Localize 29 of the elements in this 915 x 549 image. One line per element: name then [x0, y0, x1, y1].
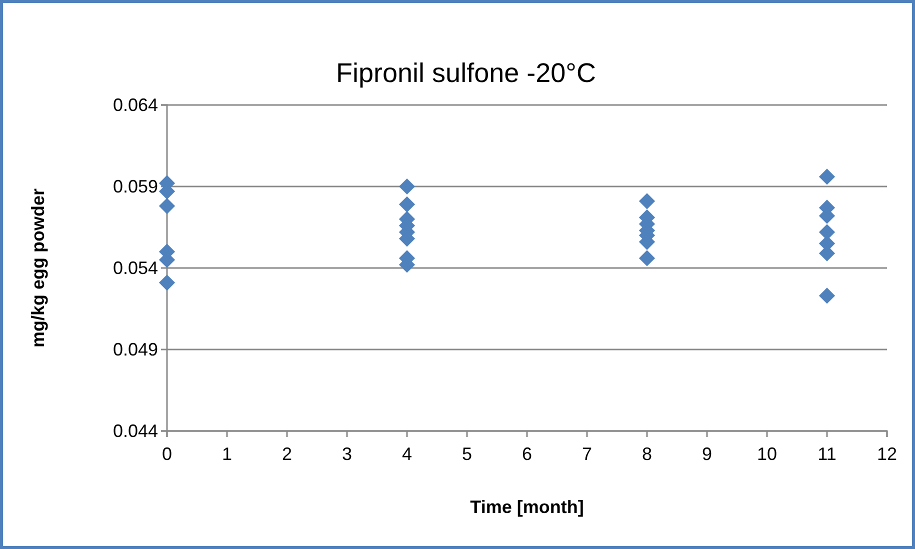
x-tick-label: 9: [702, 444, 712, 464]
x-tick-label: 8: [642, 444, 652, 464]
x-tick-label: 1: [222, 444, 232, 464]
x-tick-label: 10: [756, 444, 778, 464]
x-tick-label: 11: [818, 444, 836, 464]
x-tick-label: 6: [522, 444, 532, 464]
x-tick-label: 7: [582, 444, 592, 464]
point: [158, 274, 176, 291]
x-tick-label: 3: [342, 444, 352, 464]
x-tick-label: 2: [282, 444, 292, 464]
point: [158, 198, 176, 214]
y-tick-label: 0.064: [112, 94, 158, 115]
y-axis-title: mg/kg egg powder: [28, 188, 48, 348]
y-tick-label: 0.059: [112, 176, 158, 196]
y-tick-label: 0.044: [112, 420, 158, 441]
point: [398, 178, 416, 195]
x-axis-title: Time [month]: [470, 497, 584, 517]
x-tick-label: 5: [462, 444, 472, 464]
point: [638, 250, 656, 266]
x-tick-label: 4: [402, 444, 412, 464]
point: [818, 168, 836, 185]
point: [638, 193, 656, 210]
point: [818, 288, 836, 304]
x-tick-label: 0: [162, 444, 172, 464]
x-tick-label: 12: [876, 444, 898, 464]
y-tick-label: 0.049: [112, 339, 158, 360]
chart-title: Fipronil sulfone -20°C: [336, 58, 596, 88]
point: [398, 196, 416, 212]
y-tick-label: 0.054: [112, 258, 158, 278]
